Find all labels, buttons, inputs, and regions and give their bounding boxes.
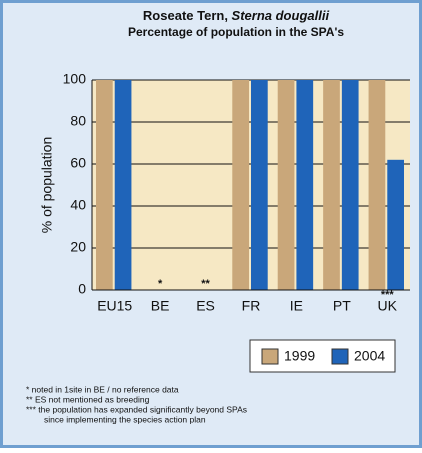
bar bbox=[114, 80, 132, 290]
bar bbox=[387, 159, 404, 290]
x-tick-label: UK bbox=[378, 298, 398, 314]
bar bbox=[368, 80, 386, 290]
chart-title: Roseate Tern, Sterna dougallii bbox=[143, 8, 330, 23]
x-tick-label: FR bbox=[242, 298, 261, 314]
bar bbox=[296, 80, 314, 290]
bar bbox=[277, 80, 295, 290]
y-tick-label: 60 bbox=[70, 155, 86, 171]
footnote: since implementing the species action pl… bbox=[44, 414, 206, 424]
x-tick-label: IE bbox=[290, 298, 303, 314]
bar bbox=[96, 80, 113, 290]
y-axis-label: % of population bbox=[39, 137, 55, 234]
footnote: *** the population has expanded signific… bbox=[26, 404, 247, 414]
bar bbox=[232, 80, 249, 290]
legend-label: 2004 bbox=[354, 348, 385, 364]
legend-swatch bbox=[331, 348, 349, 365]
legend-swatch bbox=[261, 348, 279, 365]
y-tick-label: 80 bbox=[70, 113, 86, 129]
x-tick-label: EU15 bbox=[97, 298, 132, 314]
bar bbox=[323, 80, 340, 290]
x-tick-label: BE bbox=[151, 298, 170, 314]
bar bbox=[251, 80, 268, 290]
chart-subtitle: Percentage of population in the SPA's bbox=[128, 25, 344, 39]
x-tick-label: ES bbox=[196, 298, 215, 314]
category-mark: ** bbox=[201, 278, 210, 290]
footnote: * noted in 1site in BE / no reference da… bbox=[26, 384, 179, 394]
x-tick-label: PT bbox=[333, 298, 351, 314]
footnote: ** ES not mentioned as breeding bbox=[26, 394, 150, 404]
y-tick-label: 40 bbox=[70, 197, 86, 213]
y-tick-label: 0 bbox=[78, 281, 86, 297]
category-mark: *** bbox=[381, 289, 395, 301]
title-species: Sterna dougallii bbox=[232, 8, 330, 23]
legend-label: 1999 bbox=[284, 348, 315, 364]
bar bbox=[341, 80, 359, 290]
title-text: Roseate Tern, bbox=[143, 8, 232, 23]
y-tick-label: 20 bbox=[70, 239, 86, 255]
y-tick-label: 100 bbox=[63, 71, 87, 87]
category-mark: * bbox=[158, 278, 163, 290]
